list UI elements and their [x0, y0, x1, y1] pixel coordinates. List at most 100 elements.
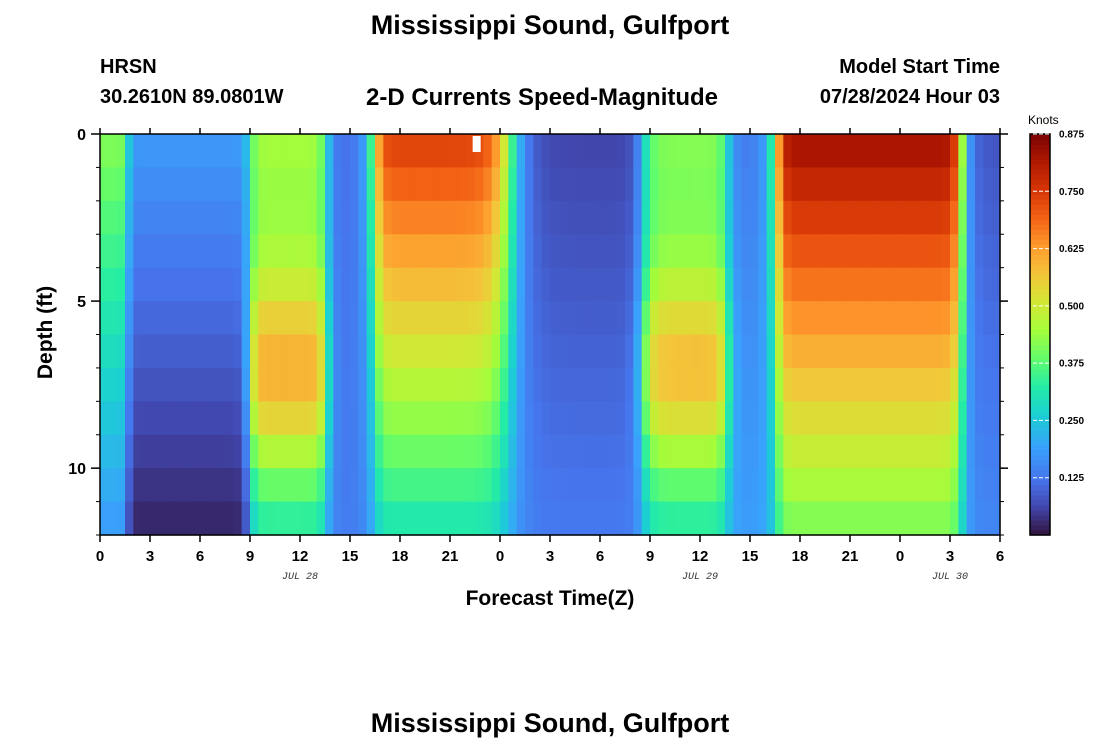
heatmap-cell	[916, 200, 926, 235]
heatmap-cell	[933, 334, 943, 369]
heatmap-cell	[858, 367, 868, 402]
heatmap-cell	[908, 334, 918, 369]
heatmap-cell	[466, 501, 476, 536]
heatmap-cell	[616, 134, 626, 169]
heatmap-cell	[983, 301, 993, 336]
heatmap-cell	[308, 267, 318, 302]
x-tick-label: 9	[246, 548, 254, 565]
heatmap-cell	[491, 501, 501, 536]
heatmap-cell	[791, 434, 801, 469]
heatmap-cell	[525, 334, 534, 369]
heatmap-cell	[766, 401, 776, 436]
heatmap-cell	[425, 200, 434, 235]
heatmap-cell	[508, 301, 518, 336]
heatmap-cell	[250, 234, 259, 269]
heatmap-cell	[933, 267, 943, 302]
heatmap-cell	[200, 468, 209, 503]
heatmap-cell	[825, 301, 834, 336]
heatmap-cell	[483, 367, 493, 402]
heatmap-cell	[558, 468, 568, 503]
heatmap-cell	[716, 134, 726, 169]
heatmap-cell	[691, 401, 701, 436]
heatmap-cell	[558, 301, 568, 336]
heatmap-cell	[183, 334, 193, 369]
heatmap-cell	[950, 167, 959, 202]
heatmap-cell	[916, 401, 926, 436]
heatmap-cell	[466, 200, 476, 235]
heatmap-cell	[975, 167, 984, 202]
heatmap-cell	[533, 134, 543, 169]
heatmap-cell	[283, 234, 293, 269]
heatmap-cell	[416, 334, 426, 369]
heatmap-cell	[558, 367, 568, 402]
heatmap-cell	[216, 267, 226, 302]
colorbar-segment	[1030, 359, 1050, 366]
colorbar-segment	[1030, 234, 1050, 240]
heatmap-cell	[200, 334, 209, 369]
heatmap-cell	[641, 267, 651, 302]
heatmap-cell	[516, 501, 526, 536]
heatmap-cell	[325, 267, 334, 302]
heatmap-cell	[891, 301, 901, 336]
heatmap-cell	[500, 334, 509, 369]
heatmap-cell	[850, 468, 859, 503]
heatmap-cell	[891, 334, 901, 369]
colorbar-tick-label: 0.125	[1059, 473, 1084, 484]
heatmap-cell	[900, 134, 909, 169]
heatmap-cell	[733, 434, 743, 469]
heatmap-cell	[266, 501, 276, 536]
heatmap-cell	[766, 434, 776, 469]
heatmap-cell	[341, 267, 351, 302]
x-tick-label: 9	[646, 548, 654, 565]
colorbar-segment	[1030, 509, 1050, 516]
heatmap-cell	[350, 334, 359, 369]
heatmap-cell	[266, 167, 276, 202]
heatmap-cell	[125, 334, 134, 369]
heatmap-cell	[875, 501, 884, 536]
colorbar-segment	[1030, 304, 1050, 311]
heatmap-cell	[816, 468, 826, 503]
heatmap-cell	[383, 301, 393, 336]
heatmap-cell	[841, 401, 851, 436]
heatmap-cell	[433, 401, 443, 436]
heatmap-cell	[508, 468, 518, 503]
heatmap-cell	[425, 267, 434, 302]
heatmap-cell	[583, 134, 593, 169]
heatmap-cell	[550, 200, 559, 235]
heatmap-cell	[400, 367, 409, 402]
heatmap-cell	[716, 468, 726, 503]
heatmap-cell	[575, 501, 584, 536]
heatmap-cell	[983, 401, 993, 436]
heatmap-cell	[716, 167, 726, 202]
heatmap-cell	[750, 401, 759, 436]
heatmap-cell	[900, 434, 909, 469]
heatmap-cell	[408, 434, 418, 469]
heatmap-cell	[950, 468, 959, 503]
heatmap-cell	[108, 434, 118, 469]
heatmap-cell	[450, 167, 459, 202]
heatmap-cell	[391, 200, 401, 235]
heatmap-cell	[600, 434, 609, 469]
colorbar-segment	[1030, 494, 1050, 501]
colorbar-segment	[1030, 284, 1050, 290]
heatmap-cell	[216, 334, 226, 369]
heatmap-cell	[225, 367, 234, 402]
x-tick-label: 18	[792, 548, 809, 565]
heatmap-cell	[708, 401, 718, 436]
heatmap-cell	[633, 501, 643, 536]
heatmap-cell	[275, 167, 284, 202]
heatmap-cell	[858, 401, 868, 436]
heatmap-cell	[458, 367, 468, 402]
heatmap-cell	[116, 200, 126, 235]
heatmap-cell	[508, 401, 518, 436]
heatmap-cell	[108, 501, 118, 536]
heatmap-cell	[483, 501, 493, 536]
heatmap-cell	[258, 434, 268, 469]
heatmap-cell	[666, 134, 676, 169]
heatmap-cell	[133, 200, 143, 235]
heatmap-cell	[266, 301, 276, 336]
heatmap-cell	[800, 434, 809, 469]
heatmap-cell	[491, 468, 501, 503]
heatmap-cell	[525, 267, 534, 302]
heatmap-cell	[608, 334, 618, 369]
